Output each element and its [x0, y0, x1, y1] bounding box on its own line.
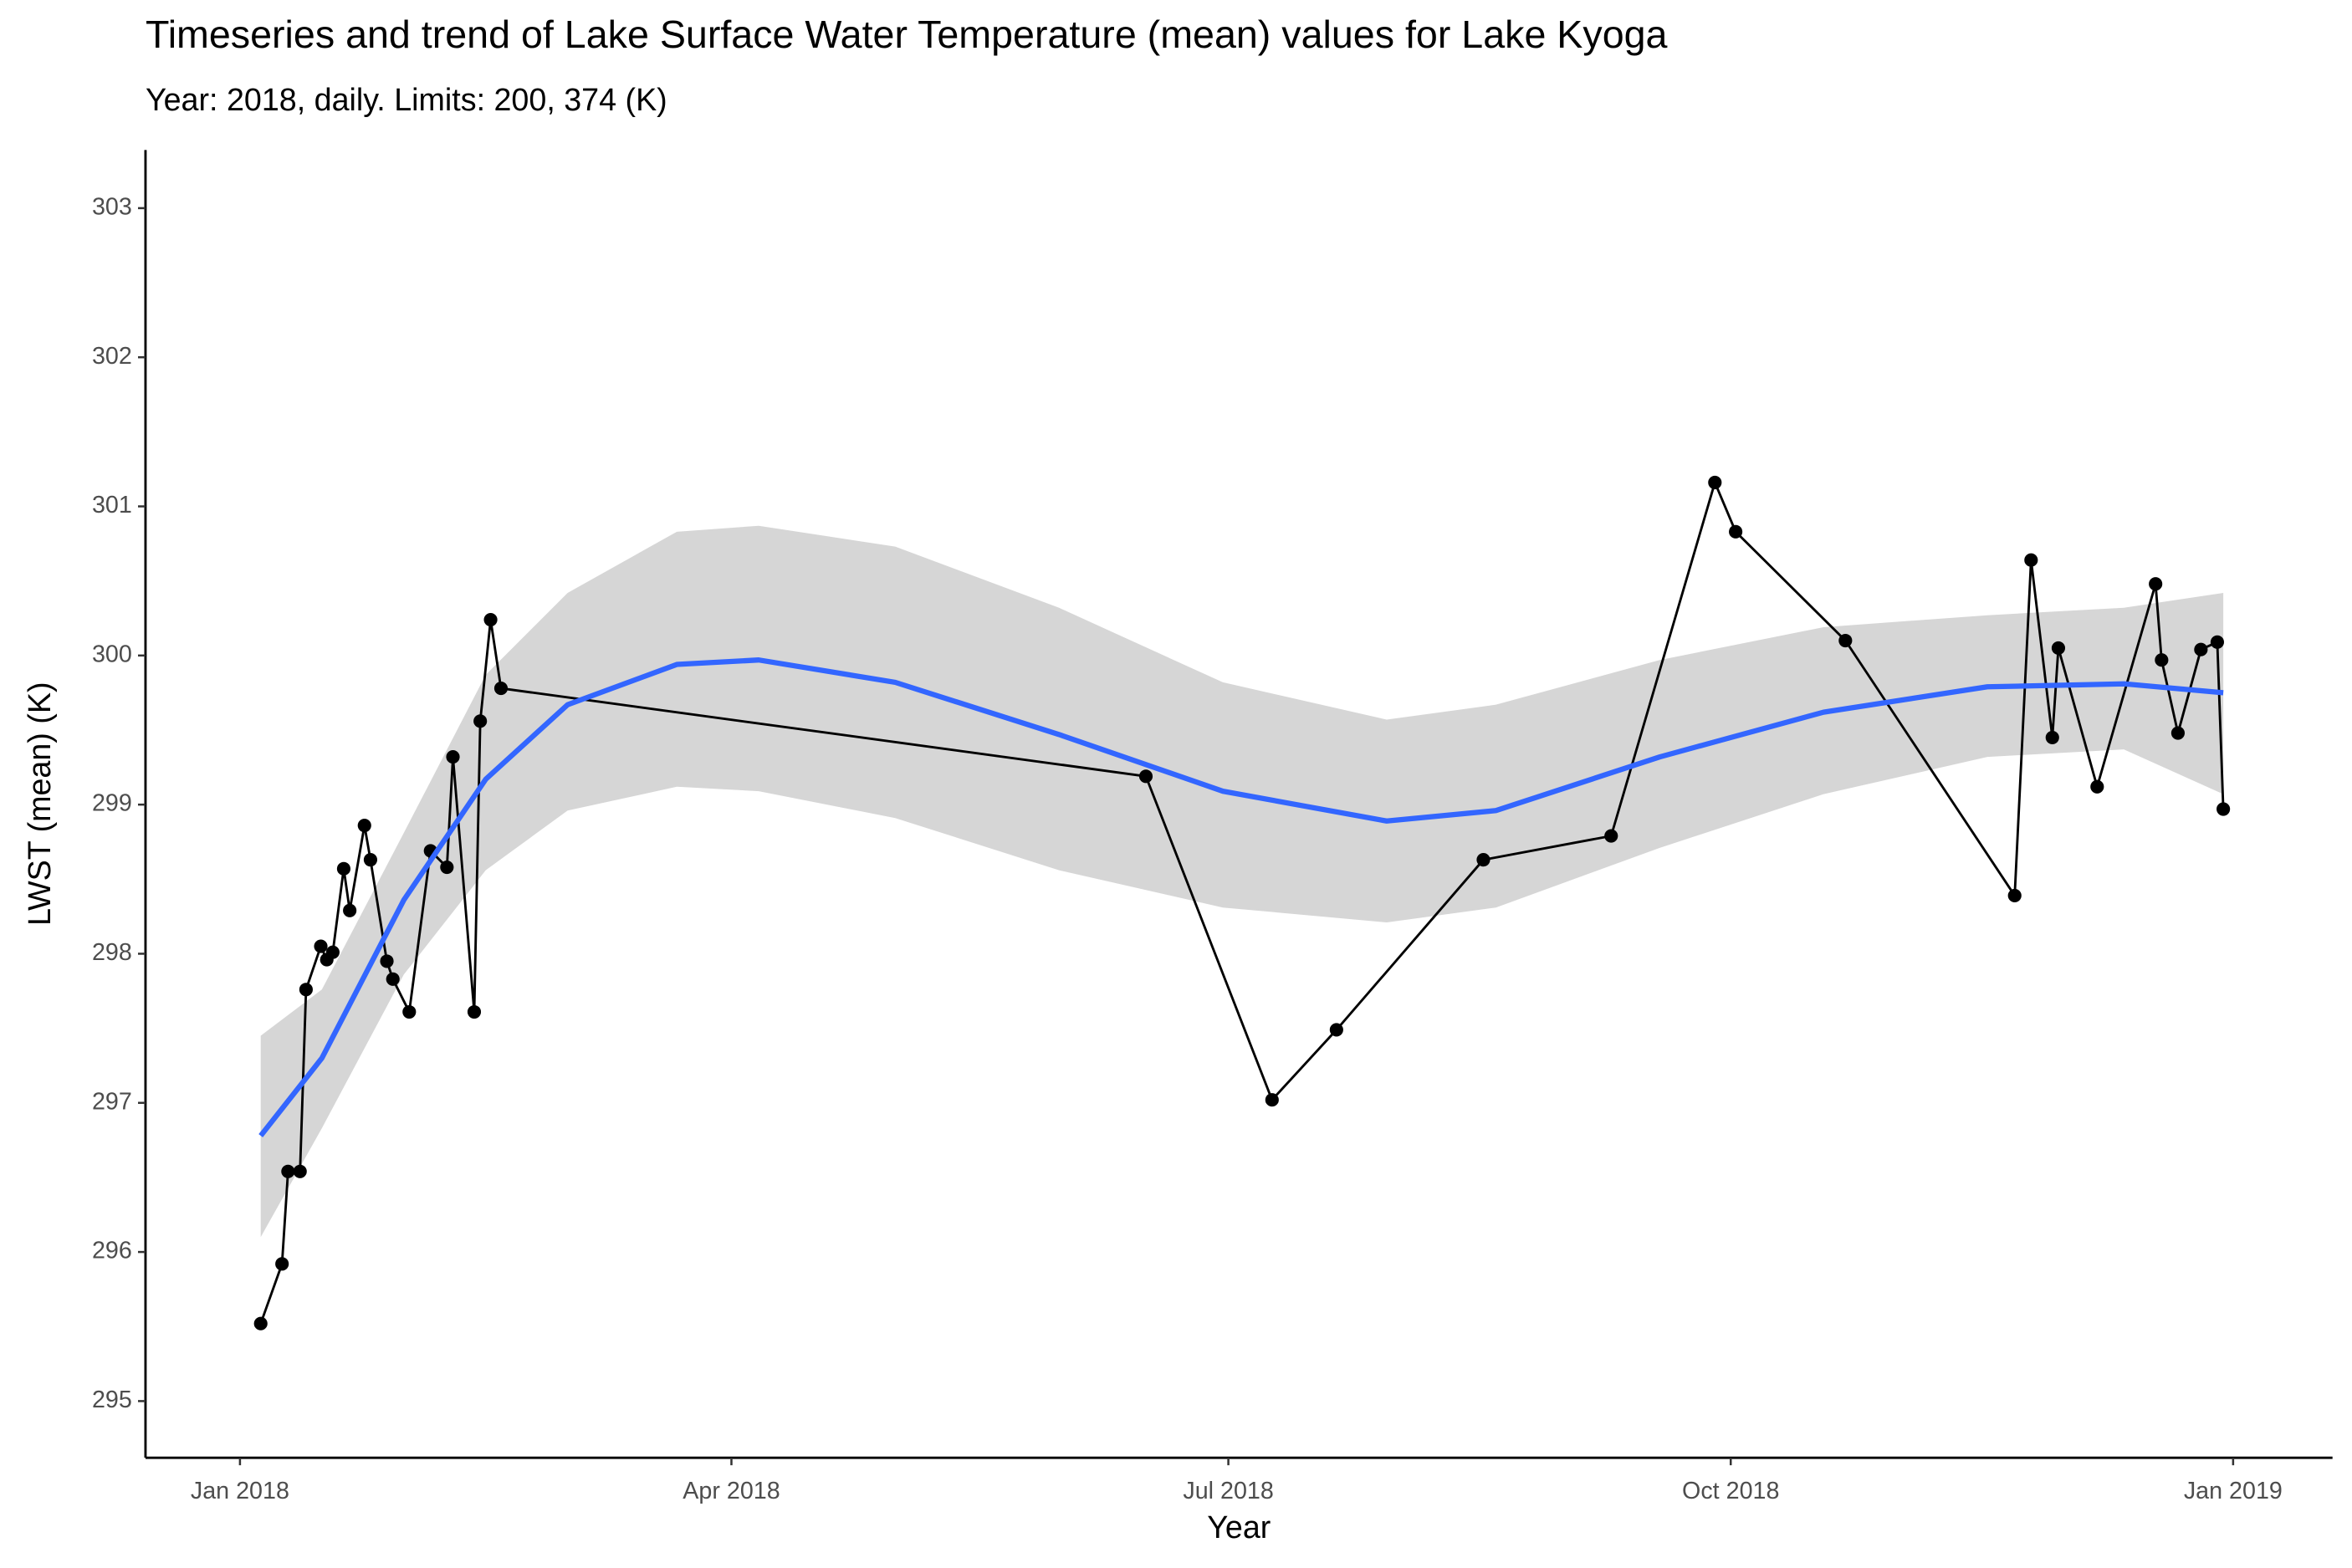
data-point	[2210, 635, 2225, 649]
data-point	[467, 1004, 482, 1019]
y-tick-label: 302	[92, 343, 132, 370]
data-point	[325, 945, 340, 959]
y-tick-label: 296	[92, 1238, 132, 1264]
trend-line	[258, 657, 2224, 1137]
data-point	[2149, 577, 2163, 591]
data-point	[380, 954, 394, 968]
data-point	[253, 1316, 268, 1331]
data-point	[1476, 853, 1490, 867]
data-point	[1729, 524, 1743, 539]
x-tick-label: Jan 2018	[191, 1478, 289, 1504]
x-tick-label: Oct 2018	[1682, 1478, 1779, 1504]
data-point	[2051, 641, 2066, 655]
x-tick-label: Jul 2018	[1183, 1478, 1273, 1504]
data-point	[493, 681, 509, 696]
data-point	[314, 939, 328, 953]
data-point	[2217, 802, 2231, 816]
data-point	[440, 860, 454, 875]
data-point	[293, 1164, 307, 1178]
data-point	[2170, 726, 2185, 740]
data-point	[299, 983, 313, 997]
data-point	[275, 1257, 289, 1271]
data-point	[473, 714, 488, 728]
y-tick-label: 298	[92, 939, 132, 966]
x-tick-label: Apr 2018	[683, 1478, 780, 1504]
data-point	[1138, 769, 1153, 784]
data-point	[1329, 1023, 1343, 1037]
data-point	[363, 853, 378, 867]
confidence-band	[260, 525, 2224, 1238]
data-point	[2024, 553, 2038, 567]
data-point	[2090, 779, 2104, 794]
y-tick-label: 295	[92, 1387, 132, 1413]
data-point	[402, 1004, 417, 1019]
y-tick-label: 299	[92, 790, 132, 817]
x-axis-title: Year	[1207, 1509, 1271, 1545]
data-point	[1604, 829, 1618, 843]
y-tick-label: 303	[92, 193, 132, 220]
y-axis-title: LWST (mean) (K)	[22, 682, 57, 926]
data-point	[446, 750, 460, 764]
data-point	[1708, 475, 1722, 490]
chart-subtitle: Year: 2018, daily. Limits: 200, 374 (K)	[146, 82, 667, 117]
data-point	[2007, 888, 2022, 902]
data-point	[483, 612, 498, 627]
data-point	[336, 861, 351, 876]
data-point	[281, 1164, 295, 1178]
data-point	[1838, 633, 1853, 648]
data-point	[357, 819, 371, 833]
y-tick-label: 297	[92, 1088, 132, 1115]
data-point	[2194, 642, 2208, 656]
data-point	[386, 972, 400, 986]
data-point	[1265, 1093, 1279, 1107]
y-tick-label: 301	[92, 492, 132, 518]
data-point	[2045, 730, 2059, 744]
y-tick-label: 300	[92, 641, 132, 667]
x-tick-label: Jan 2019	[2184, 1478, 2283, 1504]
data-point	[2155, 653, 2169, 667]
chart-title: Timeseries and trend of Lake Surface Wat…	[146, 13, 1668, 56]
data-point	[343, 903, 357, 917]
